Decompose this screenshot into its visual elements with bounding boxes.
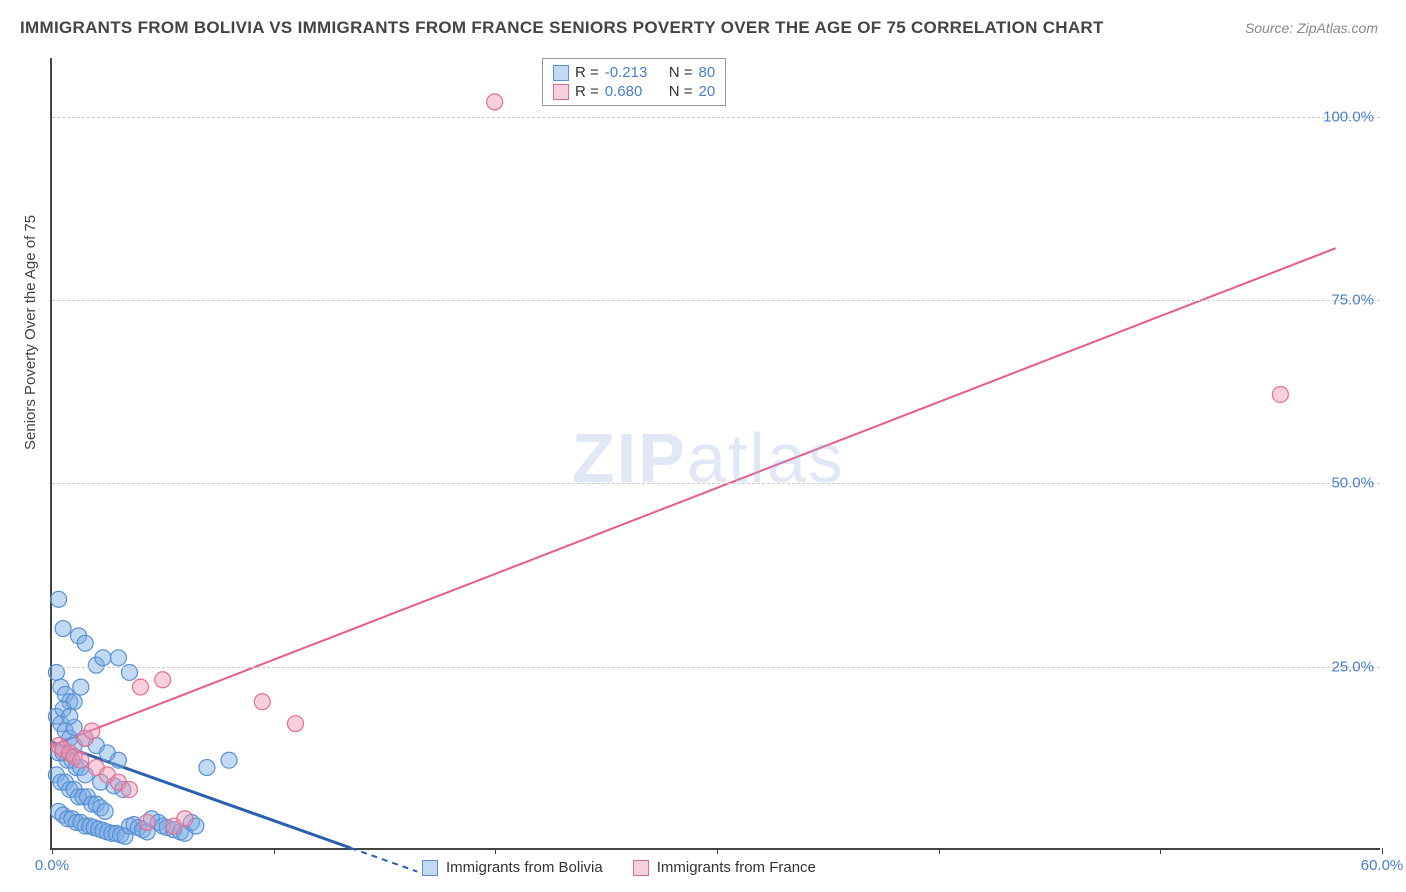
data-point xyxy=(139,814,155,830)
legend-label: Immigrants from France xyxy=(657,859,816,876)
x-tick xyxy=(939,848,940,854)
data-point xyxy=(155,672,171,688)
legend-r-label: R = xyxy=(575,64,599,81)
source-citation: Source: ZipAtlas.com xyxy=(1245,20,1378,36)
legend-r-value: -0.213 xyxy=(605,64,657,81)
regression-line-dashed xyxy=(351,848,417,872)
x-tick xyxy=(274,848,275,854)
data-point xyxy=(221,752,237,768)
legend-item: Immigrants from France xyxy=(633,859,816,876)
legend-r-value: 0.680 xyxy=(605,83,657,100)
gridline xyxy=(52,483,1380,484)
x-tick xyxy=(717,848,718,854)
chart-title: IMMIGRANTS FROM BOLIVIA VS IMMIGRANTS FR… xyxy=(20,18,1104,38)
legend-row: R = 0.680 N = 20 xyxy=(553,82,715,101)
chart-svg xyxy=(52,58,1380,848)
legend-n-label: N = xyxy=(669,64,693,81)
gridline xyxy=(52,300,1380,301)
y-axis-title: Seniors Poverty Over the Age of 75 xyxy=(22,215,39,450)
x-tick-label: 60.0% xyxy=(1361,857,1404,874)
data-point xyxy=(287,716,303,732)
x-tick xyxy=(1382,848,1383,854)
legend-swatch xyxy=(422,860,438,876)
x-tick xyxy=(495,848,496,854)
legend-item: Immigrants from Bolivia xyxy=(422,859,603,876)
data-point xyxy=(97,803,113,819)
x-tick xyxy=(52,848,53,854)
data-point xyxy=(62,708,78,724)
x-tick-label: 0.0% xyxy=(35,857,69,874)
legend-row: R = -0.213 N = 80 xyxy=(553,63,715,82)
data-point xyxy=(84,723,100,739)
y-tick-label: 75.0% xyxy=(1331,292,1374,309)
data-point xyxy=(73,752,89,768)
data-point xyxy=(487,94,503,110)
data-point xyxy=(95,650,111,666)
legend-n-value: 20 xyxy=(699,83,716,100)
legend-swatch xyxy=(633,860,649,876)
legend-series: Immigrants from Bolivia Immigrants from F… xyxy=(422,859,816,876)
data-point xyxy=(133,679,149,695)
data-point xyxy=(77,635,93,651)
regression-line xyxy=(52,248,1336,745)
legend-n-label: N = xyxy=(669,83,693,100)
data-point xyxy=(73,679,89,695)
gridline xyxy=(52,117,1380,118)
legend-swatch xyxy=(553,84,569,100)
legend-swatch xyxy=(553,65,569,81)
data-point xyxy=(1272,387,1288,403)
y-tick-label: 50.0% xyxy=(1331,475,1374,492)
legend-n-value: 80 xyxy=(699,64,716,81)
y-tick-label: 25.0% xyxy=(1331,658,1374,675)
data-point xyxy=(199,760,215,776)
data-point xyxy=(121,782,137,798)
data-point xyxy=(110,650,126,666)
data-point xyxy=(254,694,270,710)
legend-correlation: R = -0.213 N = 80 R = 0.680 N = 20 xyxy=(542,58,726,106)
data-point xyxy=(55,621,71,637)
gridline xyxy=(52,667,1380,668)
legend-label: Immigrants from Bolivia xyxy=(446,859,603,876)
plot-area: 25.0%50.0%75.0%100.0% 0.0%60.0% R =-0.21… xyxy=(50,58,1380,850)
data-point xyxy=(177,811,193,827)
x-tick xyxy=(1160,848,1161,854)
data-point xyxy=(110,752,126,768)
legend-r-label: R = xyxy=(575,83,599,100)
y-tick-label: 100.0% xyxy=(1323,108,1374,125)
data-point xyxy=(51,591,67,607)
